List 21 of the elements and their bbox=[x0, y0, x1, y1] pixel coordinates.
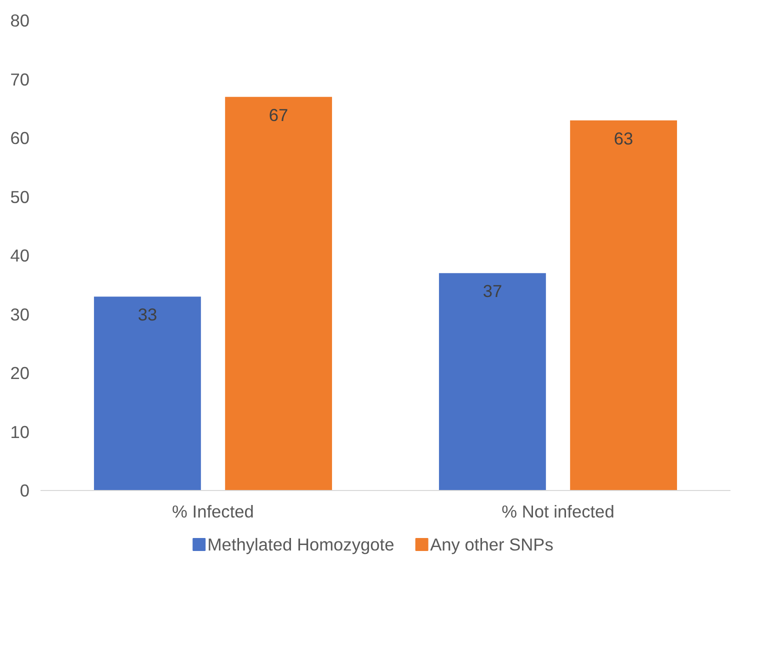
x-tick-label: % Infected bbox=[172, 502, 254, 522]
y-tick-label: 60 bbox=[10, 128, 30, 148]
legend-label: Methylated Homozygote bbox=[207, 534, 394, 554]
y-tick-label: 70 bbox=[10, 69, 30, 90]
y-tick-label: 40 bbox=[10, 246, 30, 266]
bar bbox=[438, 273, 546, 490]
bar bbox=[225, 96, 332, 490]
data-label: 37 bbox=[482, 281, 502, 302]
data-label: 67 bbox=[268, 104, 288, 125]
data-label: 33 bbox=[138, 304, 158, 325]
y-tick-label: 50 bbox=[10, 186, 30, 207]
bar bbox=[94, 296, 201, 490]
bar bbox=[570, 120, 678, 490]
y-tick-label: 80 bbox=[10, 10, 30, 30]
y-tick-label: 0 bbox=[20, 480, 30, 500]
y-tick-label: 20 bbox=[10, 363, 30, 383]
y-tick-label: 10 bbox=[10, 422, 30, 442]
legend-label: Any other SNPs bbox=[430, 534, 554, 554]
x-tick-label: % Not infected bbox=[502, 502, 614, 522]
data-label: 63 bbox=[614, 128, 634, 148]
y-tick-label: 30 bbox=[10, 304, 30, 324]
